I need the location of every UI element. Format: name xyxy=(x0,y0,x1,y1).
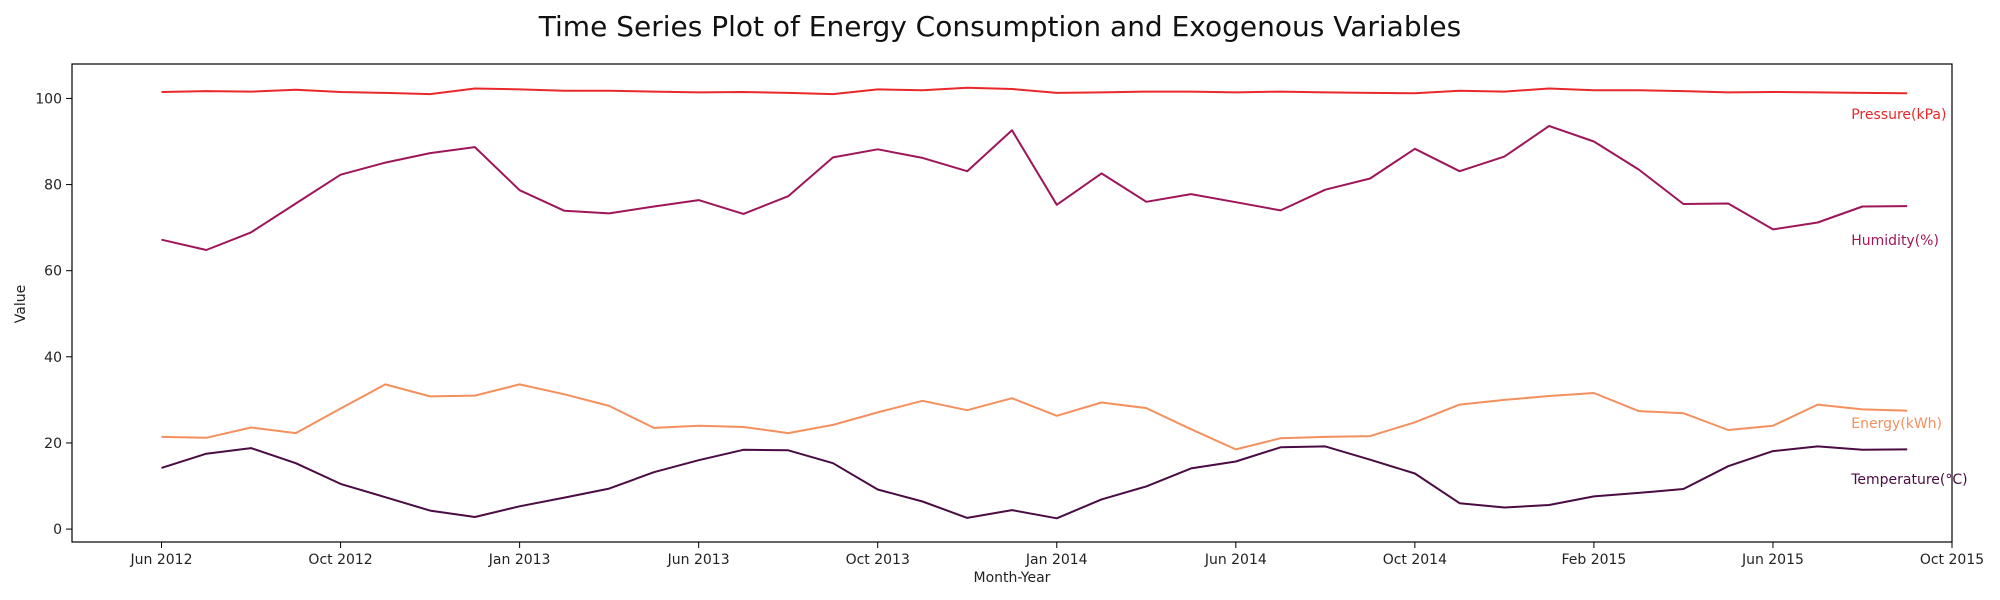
y-tick-label: 80 xyxy=(44,178,62,194)
y-tick-label: 0 xyxy=(53,522,62,538)
x-tick-label: Feb 2015 xyxy=(1561,552,1626,568)
series-label-2: Energy(kWh) xyxy=(1851,416,1942,432)
y-axis-label: Value xyxy=(13,285,29,323)
x-axis-label: Month-Year xyxy=(974,570,1051,586)
series-line-3 xyxy=(161,445,1908,520)
series-line-0 xyxy=(161,86,1908,96)
series-layer xyxy=(161,86,1908,520)
x-tick-label: Jun 2013 xyxy=(667,552,730,568)
series-label-0: Pressure(kPa) xyxy=(1851,107,1946,123)
y-tick-label: 60 xyxy=(44,264,62,280)
x-tick-label: Oct 2013 xyxy=(846,552,910,568)
x-tick-label: Jun 2014 xyxy=(1204,552,1267,568)
x-tick-label: Oct 2012 xyxy=(308,552,372,568)
series-labels: Pressure(kPa) Humidity(%) Energy(kWh) Tempe… xyxy=(1850,107,1967,488)
series-line-1 xyxy=(161,125,1908,251)
y-tick-label: 40 xyxy=(44,350,62,366)
chart-title: Time Series Plot of Energy Consumption a… xyxy=(538,10,1462,43)
x-tick-label: Jun 2015 xyxy=(1741,552,1804,568)
x-axis: Jun 2012 Oct 2012 Jan 2013 Jun 2013 Oct 2013… xyxy=(130,542,1984,568)
y-axis: 0 20 40 60 80 100 xyxy=(35,91,72,538)
x-tick-label: Jun 2012 xyxy=(130,552,193,568)
x-tick-label: Jan 2013 xyxy=(488,552,551,568)
x-tick-label: Oct 2014 xyxy=(1383,552,1447,568)
y-tick-label: 100 xyxy=(35,91,62,107)
series-label-3: Temperature(°C) xyxy=(1850,472,1967,488)
y-tick-label: 20 xyxy=(44,436,62,452)
x-tick-label: Oct 2015 xyxy=(1920,552,1984,568)
series-line-2 xyxy=(161,383,1908,451)
x-tick-label: Jan 2014 xyxy=(1025,552,1088,568)
series-label-1: Humidity(%) xyxy=(1851,233,1939,249)
plot-frame xyxy=(71,63,1953,543)
